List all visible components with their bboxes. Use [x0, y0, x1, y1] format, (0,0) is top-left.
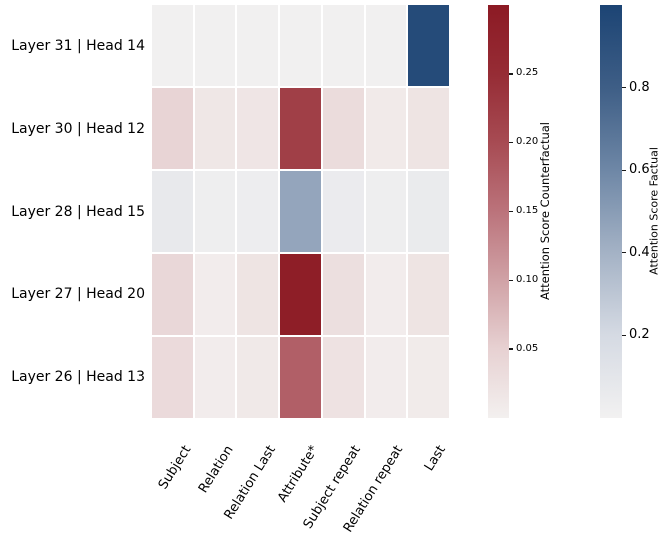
colorbar-tick-label: 0.05 — [516, 342, 539, 354]
heatmap-cell — [152, 5, 193, 86]
row-label: Layer 30 | Head 12 — [11, 120, 145, 137]
row-label: Layer 26 | Head 13 — [11, 368, 145, 385]
colorbar-tick-label: 0.8 — [629, 79, 650, 95]
colorbar-factual-gradient — [600, 5, 622, 418]
col-label: Attribute* — [274, 443, 322, 506]
heatmap-cell — [194, 337, 236, 418]
heatmap-cell — [194, 171, 236, 252]
heatmap-cell — [152, 171, 193, 252]
colorbar-tick — [509, 210, 513, 213]
colorbar-tick — [509, 73, 513, 75]
heatmap-cell — [152, 88, 193, 169]
col-label: Last — [421, 443, 449, 474]
colorbar-tick — [622, 169, 626, 171]
colorbar-tick — [509, 141, 513, 144]
colorbar-tick-label: 0.6 — [629, 162, 650, 178]
heatmap-cell — [280, 5, 321, 86]
colorbar-counterfactual-gradient — [488, 5, 509, 418]
heatmap-cell — [408, 254, 449, 335]
colorbar-tick-label: 0.2 — [629, 327, 650, 343]
heatmap-cell — [365, 171, 407, 252]
heatmap-cell — [322, 171, 364, 252]
heatmap-cell — [194, 5, 236, 86]
colorbar-tick-label: 0.15 — [516, 205, 539, 216]
colorbar-tick-label: 0.20 — [516, 136, 539, 148]
heatmap-cell — [322, 88, 364, 169]
heatmap-cell — [365, 88, 407, 169]
row-label: Layer 31 | Head 14 — [11, 38, 145, 55]
heatmap-cell — [194, 88, 236, 169]
heatmap-cell — [194, 254, 236, 335]
colorbar-tick-label: 0.4 — [629, 244, 650, 260]
colorbar-tick-label: 0.10 — [516, 273, 539, 285]
heatmap-cell — [408, 88, 449, 169]
heatmap-cell — [280, 171, 321, 252]
heatmap-cell — [408, 5, 449, 86]
colorbar-tick — [509, 279, 513, 282]
colorbar-tick — [622, 252, 626, 254]
heatmap-cell — [408, 171, 449, 252]
heatmap-cell — [408, 337, 449, 418]
row-label: Layer 28 | Head 15 — [11, 203, 145, 220]
heatmap-cell — [322, 337, 364, 418]
heatmap-cell — [322, 254, 364, 335]
heatmap-cell — [280, 254, 321, 335]
heatmap-cell — [152, 337, 193, 418]
colorbar-factual-title: Attention Score Factual — [647, 147, 661, 275]
row-label: Layer 27 | Head 20 — [11, 286, 145, 303]
heatmap-cell — [365, 5, 407, 86]
heatmap-cell — [280, 337, 321, 418]
heatmap-cell — [365, 337, 407, 418]
heatmap-cell — [322, 5, 364, 86]
col-label: Subject — [155, 443, 194, 493]
colorbar-counterfactual-title: Attention Score Counterfactual — [538, 121, 552, 301]
colorbar-tick — [622, 334, 626, 337]
heatmap-cell — [280, 88, 321, 169]
heatmap-cell — [365, 254, 407, 335]
heatmap-cell — [237, 254, 279, 335]
heatmap-grid — [152, 5, 449, 418]
colorbar-tick — [622, 86, 626, 89]
col-label: Relation — [195, 443, 237, 496]
heatmap-cell — [237, 5, 279, 86]
heatmap-cell — [237, 171, 279, 252]
heatmap-cell — [237, 337, 279, 418]
heatmap-cell — [237, 88, 279, 169]
heatmap-cell — [152, 254, 193, 335]
colorbar-tick-label: 0.25 — [516, 67, 539, 79]
colorbar-tick — [509, 348, 513, 350]
